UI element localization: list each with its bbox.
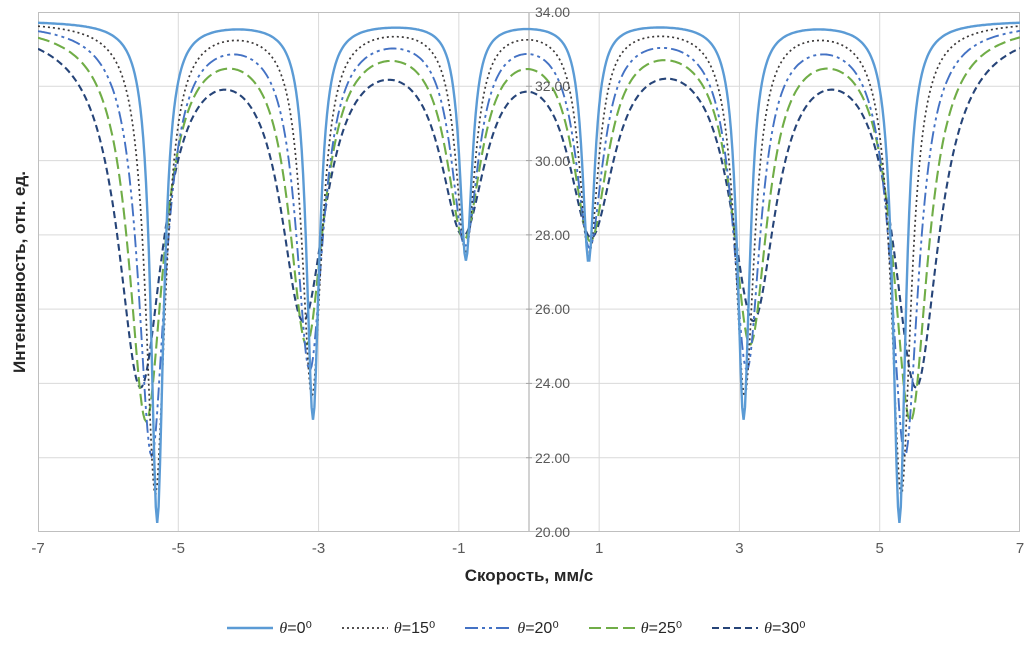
legend-line-sample (712, 626, 759, 630)
y-tick-label: 22.00 (535, 449, 571, 466)
x-axis-title: Скорость, мм/с (464, 566, 594, 585)
y-tick-label: 20.00 (535, 524, 571, 540)
legend-item: θ=0⁰ (227, 618, 312, 638)
legend-label: θ=20⁰ (517, 620, 559, 637)
legend-item: θ=20⁰ (465, 618, 559, 638)
legend-line-sample (465, 627, 512, 629)
series-curve-15 (38, 25, 1020, 497)
x-tick-label: 3 (735, 540, 744, 557)
chart-legend: θ=0⁰ θ=15⁰ θ=20⁰ θ=25⁰ θ=30⁰ (0, 618, 1033, 638)
y-tick-label: 26.00 (535, 301, 571, 318)
y-axis-title: Интенсивность, отн. ед. (10, 171, 29, 373)
x-tick-label: 5 (875, 540, 884, 557)
legend-line-sample (227, 626, 274, 630)
series-curve-20 (38, 29, 1020, 459)
legend-label: θ=30⁰ (764, 620, 806, 637)
legend-item: θ=30⁰ (712, 618, 806, 638)
plot-border (38, 12, 1020, 532)
y-tick-label: 30.00 (535, 152, 571, 169)
y-tick-label: 24.00 (535, 375, 571, 392)
x-tick-label: -5 (171, 540, 185, 557)
series-curve-0 (38, 21, 1020, 524)
legend-label: θ=15⁰ (393, 620, 436, 637)
series-curve-25 (38, 36, 1020, 423)
y-tick-label: 32.00 (535, 78, 571, 95)
legend-label: θ=25⁰ (640, 620, 683, 637)
series-curve-30 (38, 47, 1020, 389)
y-tick-label: 34.00 (535, 4, 571, 20)
x-tick-label: -1 (452, 540, 466, 557)
x-tick-label: -7 (31, 540, 45, 557)
y-tick-label: 28.00 (535, 226, 571, 243)
legend-item: θ=15⁰ (341, 618, 436, 638)
legend-line-sample (588, 626, 635, 630)
x-tick-label: -3 (311, 540, 326, 557)
plot-area (38, 12, 1020, 532)
x-tick-label: 7 (1015, 540, 1025, 557)
x-tick-label: 1 (594, 540, 604, 557)
legend-label: θ=0⁰ (279, 620, 312, 637)
legend-item: θ=25⁰ (588, 618, 683, 638)
legend-line-sample (341, 627, 388, 629)
